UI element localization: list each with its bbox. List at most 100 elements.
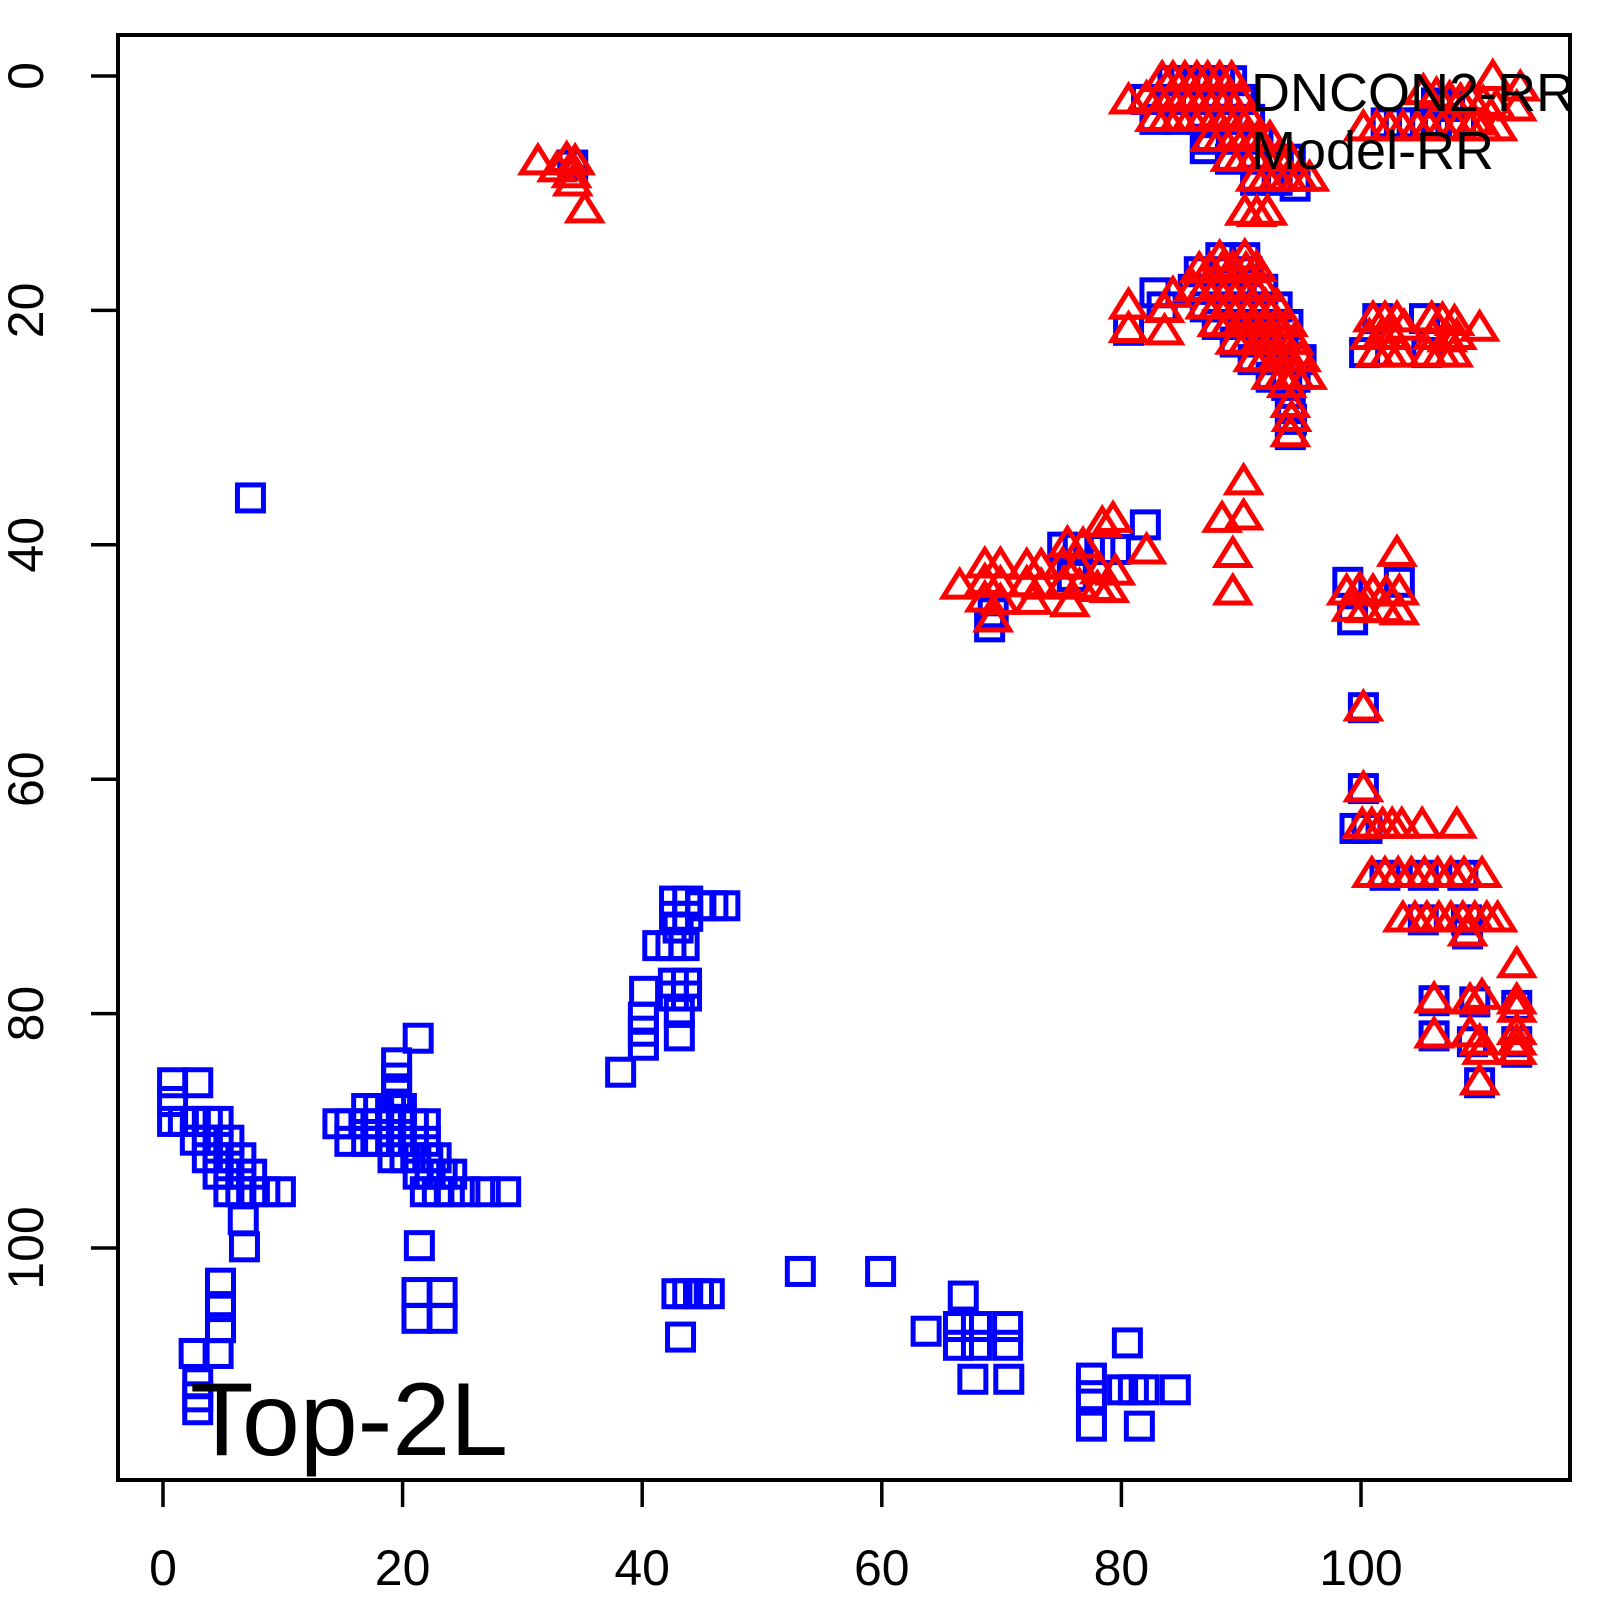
data-point-square: [157, 1067, 189, 1099]
data-point-square: [957, 1363, 989, 1395]
data-point-square: [182, 1394, 214, 1426]
data-point-square: [910, 1315, 942, 1347]
data-point-triangle: [1211, 534, 1254, 569]
data-point-triangle: [551, 162, 594, 197]
y-tick-label: 20: [0, 283, 54, 339]
data-point-triangle: [972, 598, 1015, 633]
data-point-square: [665, 1321, 697, 1353]
data-point-triangle: [1458, 1061, 1501, 1096]
data-point-square: [942, 1329, 974, 1361]
data-point-square: [662, 912, 694, 944]
data-point-square: [426, 1302, 458, 1334]
data-point-triangle: [1143, 311, 1186, 346]
data-point-triangle: [1378, 571, 1421, 606]
data-point-square: [433, 1176, 465, 1208]
x-tick-label: 100: [1319, 1540, 1402, 1596]
data-point-triangle: [1081, 503, 1124, 538]
data-point-triangle: [1011, 581, 1054, 615]
data-point-triangle: [1380, 805, 1423, 839]
y-tick-label: 100: [0, 1206, 54, 1289]
data-point-square: [663, 996, 695, 1028]
data-point-triangle: [1241, 268, 1284, 302]
data-point-triangle: [1449, 980, 1492, 1015]
data-point-square: [469, 1176, 501, 1208]
data-point-triangle: [1222, 496, 1265, 531]
data-point-triangle: [550, 154, 593, 189]
data-point-square: [605, 1056, 637, 1088]
data-point-triangle: [1379, 333, 1422, 368]
data-point-square: [1111, 1327, 1143, 1359]
data-point-triangle: [563, 189, 606, 224]
plot-border: [116, 33, 1572, 1482]
x-tick-label: 20: [375, 1540, 431, 1596]
data-point-triangle: [1201, 499, 1244, 533]
data-point-square: [1159, 1374, 1191, 1406]
legend-entry-dncon2-rr: DNCON2-RR: [1251, 63, 1575, 123]
y-tick-label: 60: [0, 751, 54, 807]
data-point-triangle: [1413, 1014, 1456, 1049]
data-point-square: [205, 1291, 237, 1323]
data-point-triangle: [516, 141, 559, 176]
data-point-triangle: [1460, 976, 1504, 1010]
data-point-triangle: [1107, 309, 1150, 343]
data-point-square: [402, 1022, 434, 1054]
data-point-square: [1075, 1380, 1107, 1412]
data-point-square: [449, 1176, 481, 1208]
y-tick-label: 0: [0, 62, 54, 90]
data-point-triangle: [1211, 571, 1254, 606]
data-point-square: [401, 1277, 433, 1309]
data-point-square: [993, 1363, 1025, 1395]
data-point-triangle: [1092, 499, 1135, 533]
data-point-triangle: [1288, 158, 1331, 192]
plot-annotation-top-2l: Top-2L: [190, 1362, 508, 1478]
data-point-square: [490, 1176, 522, 1208]
data-point-square: [960, 1311, 992, 1343]
data-point-square: [249, 1176, 281, 1208]
data-point-triangle: [1270, 398, 1313, 433]
data-point-triangle: [1413, 979, 1456, 1014]
data-point-triangle: [979, 563, 1022, 598]
data-point-square: [227, 1204, 259, 1236]
data-point-square: [693, 1278, 725, 1310]
data-point-square: [205, 1267, 237, 1299]
data-point-triangle: [1342, 687, 1385, 722]
data-point-square: [426, 1277, 458, 1309]
data-point-square: [663, 1020, 695, 1052]
data-point-square: [182, 1067, 214, 1099]
data-point-triangle: [1460, 854, 1504, 888]
data-point-triangle: [1088, 569, 1131, 604]
data-point-square: [334, 1125, 366, 1157]
data-point-square: [960, 1329, 992, 1361]
data-point-square: [629, 975, 661, 1007]
data-point-square: [947, 1280, 979, 1312]
data-point-triangle: [1495, 87, 1538, 122]
x-tick-label: 60: [854, 1540, 910, 1596]
data-point-triangle: [1495, 944, 1538, 979]
y-tick-label: 40: [0, 517, 54, 573]
data-point-triangle: [979, 544, 1022, 579]
data-point-square: [784, 1255, 816, 1287]
data-point-square: [403, 1230, 435, 1262]
data-point-triangle: [1151, 274, 1194, 308]
data-point-triangle: [1342, 768, 1385, 803]
data-point-triangle: [1458, 1021, 1501, 1056]
data-point-triangle: [1256, 285, 1299, 320]
data-point-triangle: [1495, 1031, 1538, 1065]
data-point-triangle: [1446, 912, 1489, 947]
data-point-triangle: [1343, 589, 1386, 624]
data-point-triangle: [1435, 805, 1478, 839]
data-point-triangle: [1432, 333, 1475, 368]
data-point-square: [264, 1176, 296, 1208]
data-point-square: [228, 1231, 260, 1263]
data-point-square: [992, 1329, 1024, 1361]
data-point-triangle: [1458, 308, 1501, 342]
data-point-square: [668, 930, 700, 962]
legend: DNCON2-RR Model-RR: [1251, 64, 1575, 180]
data-point-square: [420, 1142, 452, 1174]
data-point-triangle: [1476, 898, 1519, 933]
data-point-square: [401, 1302, 433, 1334]
data-point-triangle: [1453, 101, 1496, 136]
legend-entry-model-rr: Model-RR: [1251, 121, 1495, 181]
